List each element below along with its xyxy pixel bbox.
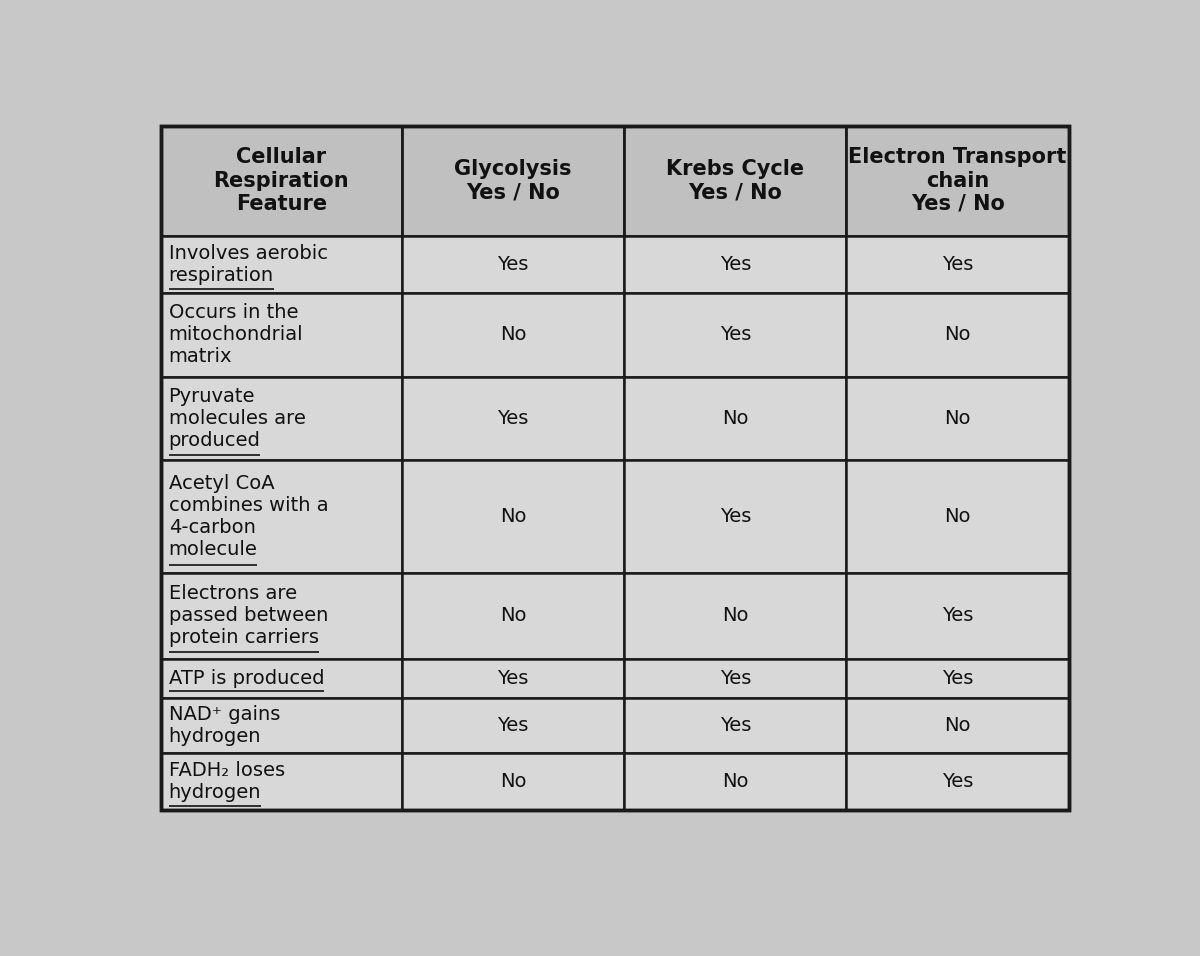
Text: Yes: Yes: [720, 325, 751, 344]
Text: No: No: [944, 507, 971, 526]
Text: Krebs Cycle
Yes / No: Krebs Cycle Yes / No: [666, 159, 804, 203]
Text: Yes: Yes: [497, 409, 528, 428]
Bar: [402, 573, 624, 659]
Text: FADH₂ loses
hydrogen: FADH₂ loses hydrogen: [168, 761, 284, 802]
Text: No: No: [722, 409, 749, 428]
Text: Yes: Yes: [720, 716, 751, 735]
Bar: [846, 460, 1069, 573]
Bar: [161, 659, 402, 698]
Bar: [846, 753, 1069, 811]
Text: Yes: Yes: [497, 716, 528, 735]
Text: Electrons are
passed between
protein carriers: Electrons are passed between protein car…: [168, 584, 328, 647]
Bar: [402, 460, 624, 573]
Bar: [161, 126, 402, 235]
Bar: [402, 377, 624, 460]
Text: No: No: [944, 716, 971, 735]
Bar: [846, 573, 1069, 659]
Bar: [846, 698, 1069, 753]
Text: No: No: [944, 409, 971, 428]
Text: No: No: [722, 772, 749, 792]
Bar: [846, 659, 1069, 698]
Bar: [161, 573, 402, 659]
Text: No: No: [499, 507, 526, 526]
Text: No: No: [499, 772, 526, 792]
Bar: [624, 126, 846, 235]
Bar: [846, 293, 1069, 377]
Text: No: No: [722, 606, 749, 625]
Bar: [161, 377, 402, 460]
Bar: [846, 235, 1069, 293]
Bar: [161, 753, 402, 811]
Bar: [161, 293, 402, 377]
Bar: [846, 377, 1069, 460]
Text: Involves aerobic
respiration: Involves aerobic respiration: [168, 244, 328, 285]
Text: Acetyl CoA
combines with a
4-carbon
molecule: Acetyl CoA combines with a 4-carbon mole…: [168, 474, 329, 559]
Bar: [402, 659, 624, 698]
Text: Yes: Yes: [720, 254, 751, 273]
Text: Cellular
Respiration
Feature: Cellular Respiration Feature: [214, 147, 349, 214]
Bar: [161, 698, 402, 753]
Text: Yes: Yes: [497, 669, 528, 688]
Text: Yes: Yes: [497, 254, 528, 273]
Text: Pyruvate
molecules are
produced: Pyruvate molecules are produced: [168, 387, 306, 450]
Text: ATP is produced: ATP is produced: [168, 669, 324, 688]
Text: Yes: Yes: [942, 772, 973, 792]
Bar: [402, 235, 624, 293]
Bar: [624, 235, 846, 293]
Text: Occurs in the
mitochondrial
matrix: Occurs in the mitochondrial matrix: [168, 303, 304, 366]
Bar: [402, 698, 624, 753]
Text: No: No: [944, 325, 971, 344]
Bar: [624, 460, 846, 573]
Text: Glycolysis
Yes / No: Glycolysis Yes / No: [454, 159, 571, 203]
Bar: [402, 126, 624, 235]
Text: No: No: [499, 606, 526, 625]
Bar: [624, 573, 846, 659]
Bar: [624, 753, 846, 811]
Bar: [161, 460, 402, 573]
Bar: [402, 753, 624, 811]
Bar: [846, 126, 1069, 235]
Bar: [624, 377, 846, 460]
Bar: [624, 293, 846, 377]
Bar: [402, 293, 624, 377]
Text: NAD⁺ gains
hydrogen: NAD⁺ gains hydrogen: [168, 705, 280, 746]
Text: No: No: [499, 325, 526, 344]
Text: Yes: Yes: [942, 606, 973, 625]
Text: Yes: Yes: [720, 669, 751, 688]
Text: Yes: Yes: [942, 254, 973, 273]
Text: Yes: Yes: [720, 507, 751, 526]
Text: Yes: Yes: [942, 669, 973, 688]
Text: Electron Transport
chain
Yes / No: Electron Transport chain Yes / No: [848, 147, 1067, 214]
Bar: [161, 235, 402, 293]
Bar: [624, 659, 846, 698]
Bar: [624, 698, 846, 753]
